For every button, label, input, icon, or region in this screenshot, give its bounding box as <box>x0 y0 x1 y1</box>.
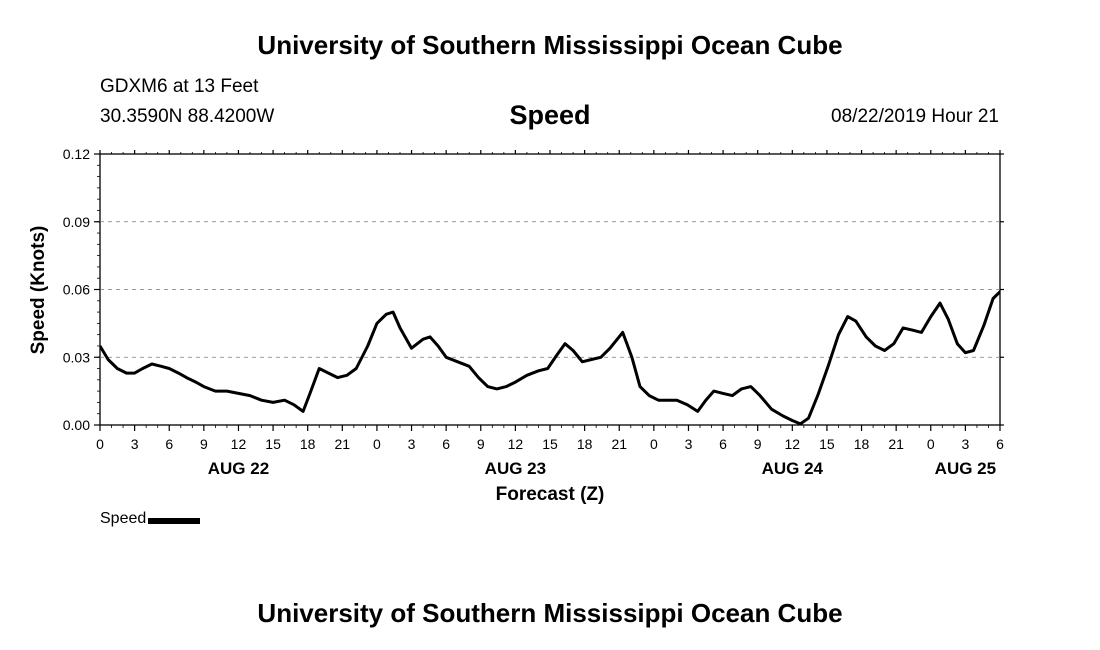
x-tick-label: 3 <box>408 436 416 452</box>
legend-label: Speed <box>100 510 147 527</box>
coordinates-label: 30.3590N 88.4200W <box>100 106 275 127</box>
y-tick-label: 0.03 <box>63 349 90 365</box>
x-tick-label: 12 <box>231 436 247 452</box>
x-tick-label: 18 <box>854 436 870 452</box>
x-tick-label: 0 <box>96 436 104 452</box>
page-title: University of Southern Mississippi Ocean… <box>257 30 843 60</box>
chart-title: Speed <box>509 100 591 130</box>
x-tick-label: 15 <box>819 436 835 452</box>
x-tick-label: 3 <box>131 436 139 452</box>
x-tick-label: 9 <box>754 436 762 452</box>
x-tick-label: 21 <box>335 436 351 452</box>
x-tick-label: 0 <box>927 436 935 452</box>
series-layer <box>100 289 1000 425</box>
x-tick-label: 21 <box>611 436 627 452</box>
y-tick-label: 0.00 <box>63 417 90 433</box>
forecast-datetime: 08/22/2019 Hour 21 <box>831 106 999 127</box>
x-tick-label: 18 <box>300 436 316 452</box>
x-tick-label: 9 <box>477 436 485 452</box>
y-axis-label: Speed (Knots) <box>28 226 49 355</box>
y-tick-label: 0.06 <box>63 282 90 298</box>
x-tick-label: 15 <box>265 436 281 452</box>
x-axis-label: Forecast (Z) <box>496 484 605 505</box>
date-label: AUG 24 <box>762 459 824 478</box>
x-tick-label: 0 <box>373 436 381 452</box>
station-label: GDXM6 at 13 Feet <box>100 76 259 97</box>
y-tick-label: 0.12 <box>63 146 90 162</box>
date-label: AUG 25 <box>935 459 996 478</box>
x-tick-label: 12 <box>785 436 801 452</box>
date-label: AUG 23 <box>485 459 546 478</box>
x-tick-label: 21 <box>888 436 904 452</box>
x-tick-label: 6 <box>165 436 173 452</box>
chart-ticks: 0.00 0.03 0.06 0.09 0.12 0 3 6 9 12 15 18 21 0 3 6 9 12 15… <box>63 146 1004 478</box>
x-tick-label: 3 <box>961 436 969 452</box>
x-tick-label: 6 <box>996 436 1004 452</box>
footer-title: University of Southern Mississippi Ocean… <box>257 598 843 628</box>
x-tick-label: 12 <box>508 436 524 452</box>
x-tick-label: 0 <box>650 436 658 452</box>
x-tick-label: 6 <box>719 436 727 452</box>
chart-legend: Speed <box>100 510 201 528</box>
x-tick-label: 9 <box>200 436 208 452</box>
y-tick-label: 0.09 <box>63 214 90 230</box>
date-label: AUG 22 <box>208 459 269 478</box>
speed-series-line <box>100 289 1000 425</box>
legend-swatch <box>148 517 201 524</box>
x-tick-label: 15 <box>542 436 558 452</box>
x-tick-label: 18 <box>577 436 593 452</box>
x-tick-label: 6 <box>442 436 450 452</box>
x-tick-label: 3 <box>685 436 693 452</box>
